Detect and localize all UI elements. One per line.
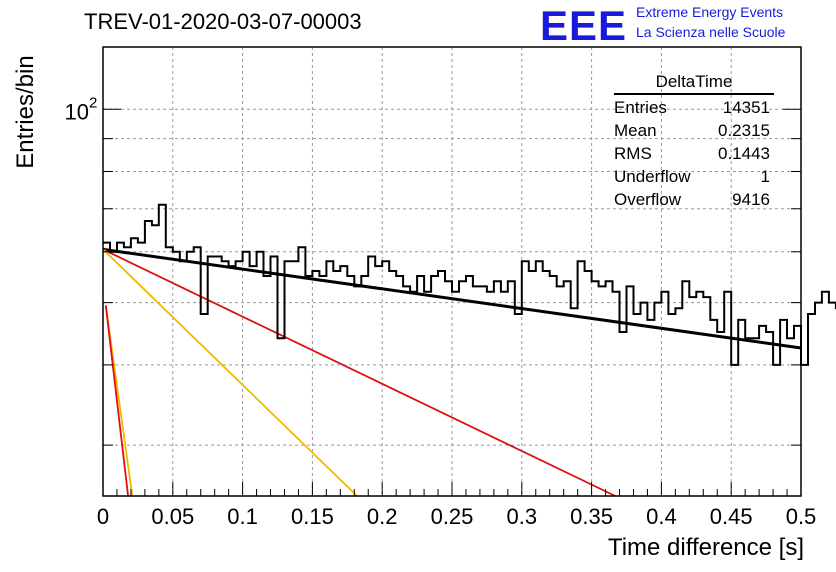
x-tick-label: 0.25 (431, 504, 474, 529)
x-tick-label: 0.45 (710, 504, 753, 529)
x-tick-label: 0.15 (291, 504, 334, 529)
fit-line (102, 248, 616, 497)
stats-value: 9416 (732, 190, 770, 209)
grid (103, 47, 801, 496)
x-tick-label: 0.5 (786, 504, 817, 529)
stats-label: Mean (614, 121, 657, 140)
stats-box-name: DeltaTime (614, 72, 774, 95)
x-tick-label: 0.3 (507, 504, 538, 529)
fit-curves (102, 247, 802, 497)
stats-label: Underflow (614, 167, 691, 186)
x-axis-ticks: 0 0.05 0.1 0.15 0.2 0.25 0.3 0.35 0.4 0.45 0.5 (97, 482, 816, 529)
stats-row: Entries 14351 (614, 96, 774, 119)
fit-line (104, 305, 129, 497)
stats-value: 1 (760, 167, 770, 186)
stats-label: RMS (614, 144, 652, 163)
logo-line-1: Extreme Energy Events (636, 4, 784, 20)
y-axis-ticks: 10 2 (65, 94, 801, 446)
x-tick-label: 0 (97, 504, 109, 529)
stats-label: Entries (614, 98, 667, 117)
stats-row: Underflow 1 (614, 165, 774, 188)
stats-value: 14351 (722, 98, 770, 117)
fit-line (102, 247, 802, 350)
x-tick-label: 0.1 (227, 504, 258, 529)
stats-value: 0.2315 (718, 121, 770, 140)
histogram-outline (103, 203, 836, 366)
y-tick-exponent: 2 (89, 94, 97, 111)
y-tick-label: 10 (65, 99, 89, 124)
eee-logo: EEE (540, 2, 628, 49)
chart-title: TREV-01-2020-03-07-00003 (84, 9, 362, 34)
x-tick-label: 0.35 (570, 504, 613, 529)
y-axis-label: Entries/bin (12, 55, 39, 169)
x-tick-label: 0.05 (151, 504, 194, 529)
stats-row: RMS 0.1443 (614, 142, 774, 165)
stats-row: Overflow 9416 (614, 188, 774, 211)
fit-line (102, 248, 358, 497)
stats-value: 0.1443 (718, 144, 770, 163)
stats-box: DeltaTime Entries 14351 Mean 0.2315 RMS 0.1… (614, 72, 774, 211)
x-tick-label: 0.2 (367, 504, 398, 529)
stats-row: Mean 0.2315 (614, 119, 774, 142)
x-axis-label: Time difference [s] (607, 534, 804, 561)
stats-label: Overflow (614, 190, 682, 209)
x-tick-label: 0.4 (646, 504, 677, 529)
logo-line-2: La Scienza nelle Scuole (636, 24, 786, 40)
